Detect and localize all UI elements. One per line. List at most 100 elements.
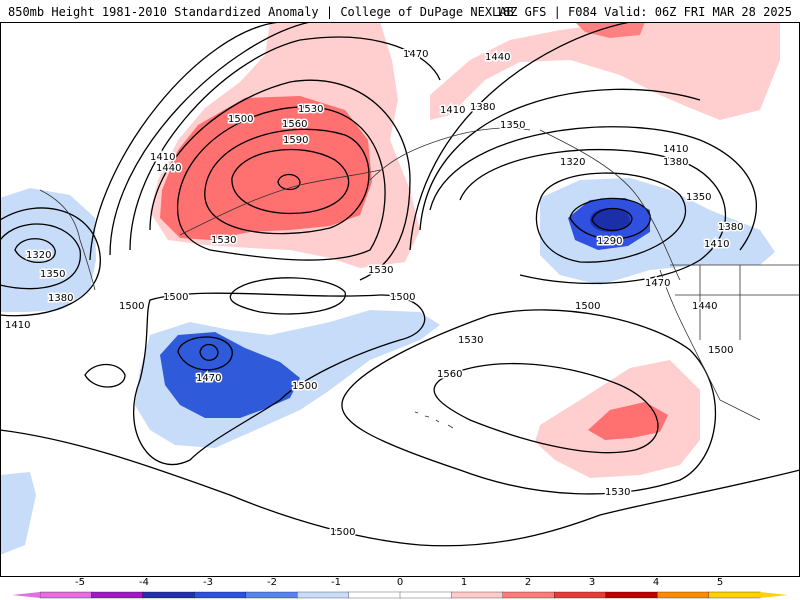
contour-label: 1380	[48, 293, 73, 304]
negative-anomaly-shade-east-deep	[590, 208, 630, 232]
contour-label: 1500	[708, 345, 733, 356]
contour-east-1440	[419, 88, 701, 231]
svg-text:1380: 1380	[663, 157, 688, 168]
svg-text:1380: 1380	[48, 293, 73, 304]
contour-1500-closed	[229, 277, 346, 315]
svg-text:1560: 1560	[282, 119, 307, 130]
contour-1500-sw	[84, 363, 126, 388]
contour-east-1380	[459, 148, 727, 285]
contour-label: 1410	[663, 144, 688, 155]
svg-text:1440: 1440	[692, 301, 717, 312]
colorbar-swatch	[245, 591, 298, 599]
contour-west-low-1470	[177, 336, 233, 371]
svg-text:1470: 1470	[196, 373, 221, 384]
svg-text:1410: 1410	[704, 239, 729, 250]
contour-east-low-1320	[569, 197, 651, 240]
colorbar-swatch	[194, 591, 247, 599]
colorbar-label: -2	[267, 577, 277, 588]
colorbar-label: 2	[525, 577, 531, 588]
svg-text:1440: 1440	[156, 163, 181, 174]
colorbar-swatch	[502, 591, 555, 599]
contour-label: 1410	[5, 320, 30, 331]
contour-label: 1410	[440, 105, 465, 116]
svg-text:1530: 1530	[211, 235, 236, 246]
coastlines	[39, 127, 800, 429]
kamchatka-coast	[39, 189, 96, 291]
colorbar-label: -3	[203, 577, 213, 588]
svg-text:1500: 1500	[330, 527, 355, 538]
svg-text:1380: 1380	[718, 222, 743, 233]
positive-anomaly-shade-ne	[430, 22, 780, 120]
contour-label: 1470	[196, 373, 221, 384]
positive-anomaly-shade-mid	[160, 96, 372, 240]
svg-text:1590: 1590	[283, 135, 308, 146]
svg-text:1500: 1500	[390, 292, 415, 303]
contour-label: 1560	[282, 119, 307, 130]
contour-label: 1470	[645, 278, 670, 289]
svg-text:1410: 1410	[440, 105, 465, 116]
contour-1470-north	[129, 36, 441, 251]
contour-west-1320	[14, 238, 56, 263]
contour-1530	[176, 106, 386, 261]
contour-label: 1470	[403, 49, 428, 60]
colorbar-swatch	[296, 591, 350, 599]
contour-label: 1500	[119, 301, 144, 312]
model-valid-time: 18Z GFS | F084 Valid: 06Z FRI MAR 28 202…	[495, 5, 792, 19]
contour-label: 1380	[663, 157, 688, 168]
contour-west-1350	[0, 223, 81, 290]
state-borders	[670, 264, 800, 340]
contour-1560	[204, 128, 370, 235]
contour-label: 1530	[211, 235, 236, 246]
contour-label: 1590	[283, 135, 308, 146]
contour-1590	[231, 148, 350, 215]
colorbar-swatch	[142, 591, 195, 599]
contour-label: 1320	[26, 250, 51, 261]
contour-label: 1500	[228, 114, 253, 125]
map-panel: 1470 1470 1440 1440 1410 1410 1380 1380 1350…	[0, 22, 800, 577]
contour-label: 1440	[156, 163, 181, 174]
contour-1500-far-south	[0, 429, 800, 547]
contour-label: 1410	[150, 152, 175, 163]
colorbar-swatch	[39, 591, 93, 599]
colorbar-swatches	[12, 591, 788, 599]
svg-text:1500: 1500	[708, 345, 733, 356]
negative-anomaly-shade-mid	[160, 332, 300, 418]
colorbar-label: 0	[397, 577, 403, 588]
svg-text:1350: 1350	[686, 192, 711, 203]
contour-label: 1530	[298, 104, 323, 115]
colorbar-label: 3	[589, 577, 595, 588]
contour-east-low-1290	[591, 207, 633, 232]
contour-east-1410	[429, 126, 757, 251]
colorbar-label: 5	[717, 577, 723, 588]
contour-1500-north	[149, 79, 411, 281]
contour-1500-south	[133, 292, 426, 466]
svg-text:1410: 1410	[150, 152, 175, 163]
contour-label: 1500	[390, 292, 415, 303]
contour-1440-north	[109, 22, 311, 256]
colorbar-label: -1	[331, 577, 341, 588]
contour-label: 1530	[368, 265, 393, 276]
contour-label: 1380	[470, 102, 495, 113]
colorbar: -5 -4 -3 -2 -1 0 1 2 3 4 5	[12, 577, 788, 599]
contour-label: 1500	[163, 292, 188, 303]
svg-text:1320: 1320	[560, 157, 585, 168]
contour-label: 1560	[437, 369, 462, 380]
svg-text:1350: 1350	[40, 269, 65, 280]
bc-coast	[539, 129, 681, 281]
contour-labels: 1470 1470 1440 1440 1410 1410 1380 1380 1350…	[4, 48, 745, 540]
colorbar-swatch	[554, 591, 607, 599]
colorbar-swatch	[91, 591, 144, 599]
colorbar-swatch	[348, 591, 401, 599]
colorbar-labels: -5 -4 -3 -2 -1 0 1 2 3 4 5	[75, 577, 723, 588]
colorbar-swatch	[399, 591, 453, 599]
svg-text:1530: 1530	[368, 265, 393, 276]
svg-text:1470: 1470	[403, 49, 428, 60]
colorbar-swatch	[451, 591, 504, 599]
hawaii-islands	[414, 411, 454, 429]
svg-text:1410: 1410	[5, 320, 30, 331]
contour-label: 1410	[704, 239, 729, 250]
colorbar-label: 4	[653, 577, 659, 588]
svg-text:1500: 1500	[575, 301, 600, 312]
map-title: 850mb Height 1981-2010 Standardized Anom…	[8, 5, 514, 19]
contour-label: 1440	[692, 301, 717, 312]
